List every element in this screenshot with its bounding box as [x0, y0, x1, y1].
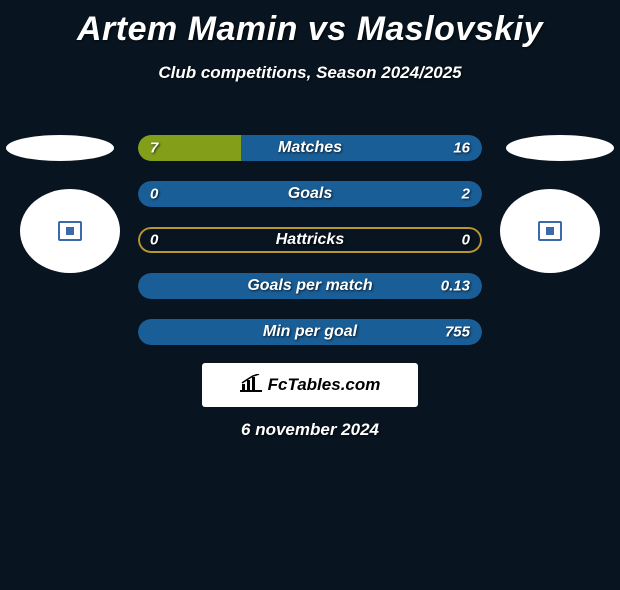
comparison-rows: Matches716 Goals02 Hattricks00 Goals per ma…: [138, 135, 482, 365]
row-track: [138, 319, 482, 345]
comparison-row: Min per goal755: [138, 319, 482, 345]
comparison-row: Goals per match0.13: [138, 273, 482, 299]
player-left-ellipse: [6, 135, 114, 161]
player-left-badge: [20, 189, 120, 273]
badge-placeholder-icon: [538, 221, 562, 241]
row-track: [138, 181, 482, 207]
comparison-row: Hattricks00: [138, 227, 482, 253]
row-track: [138, 227, 482, 253]
player-right-badge: [500, 189, 600, 273]
source-logo-text: FcTables.com: [268, 375, 381, 395]
page-subtitle: Club competitions, Season 2024/2025: [0, 63, 620, 83]
comparison-row: Matches716: [138, 135, 482, 161]
source-logo: FcTables.com: [202, 363, 418, 407]
date-text: 6 november 2024: [0, 420, 620, 440]
row-track: [138, 273, 482, 299]
page-title: Artem Mamin vs Maslovskiy: [0, 10, 620, 49]
comparison-row: Goals02: [138, 181, 482, 207]
chart-icon: [240, 374, 262, 397]
player-right-ellipse: [506, 135, 614, 161]
badge-placeholder-icon: [58, 221, 82, 241]
row-left-fill: [138, 135, 241, 161]
